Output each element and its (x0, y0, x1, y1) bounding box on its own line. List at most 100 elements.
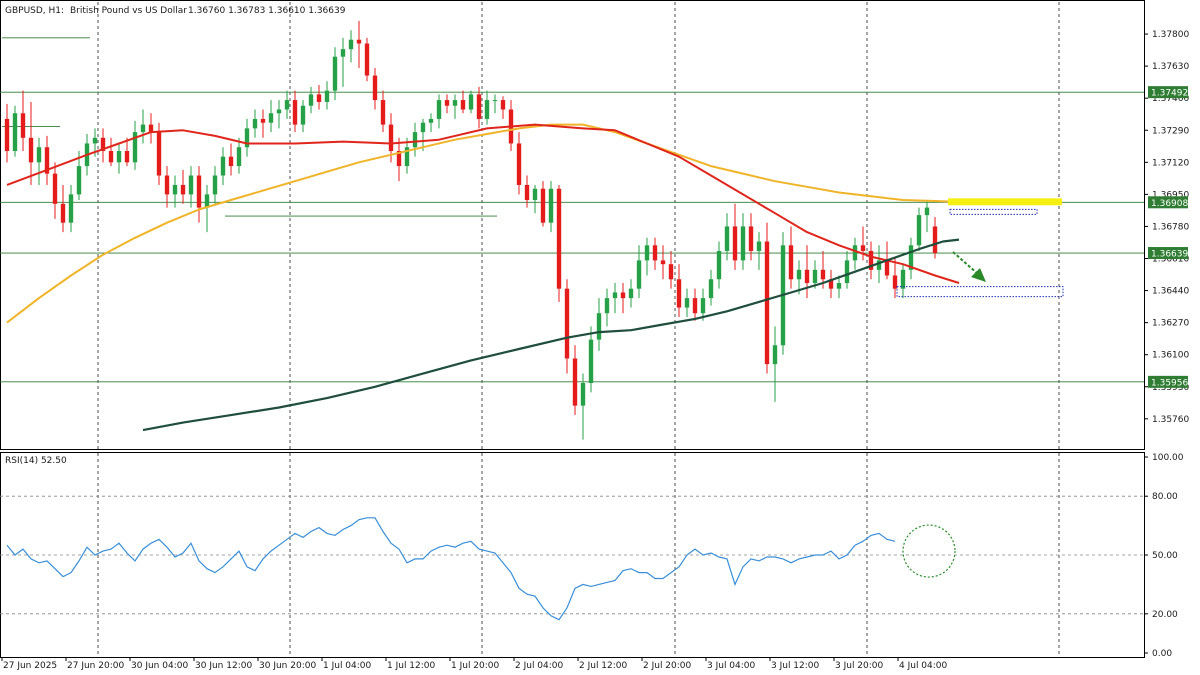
moving-averages (6, 123, 960, 432)
bull-candle (852, 245, 858, 261)
price-tick-label: 1.37630 (1152, 62, 1189, 72)
time-tick-label: 2 Jul 12:00 (579, 661, 628, 671)
rsi-tick-label: 0.00 (1152, 649, 1172, 659)
bull-candle (12, 113, 18, 151)
bull-candle (244, 128, 250, 148)
bull-candle (404, 147, 410, 167)
bull-candle (596, 313, 602, 340)
bear-candle (564, 288, 570, 359)
bear-candle (100, 137, 106, 151)
resistance-highlight (948, 198, 1062, 206)
bull-candle (220, 156, 226, 176)
bear-candle (892, 275, 898, 289)
axis-layer: 1.37800 1.37630 1.37460 1.37290 1.37120 1.369… (1, 30, 1189, 671)
bull-candle (900, 269, 906, 289)
bull-candle (268, 113, 274, 123)
bear-candle (652, 245, 658, 261)
price-tag-label: 1.36908 (1151, 199, 1188, 209)
rsi-tick-label: 80.00 (1152, 492, 1178, 502)
bull-candle (644, 245, 650, 261)
rsi-line (6, 517, 896, 621)
price-tag-box (1148, 375, 1188, 388)
bear-candle (884, 260, 890, 276)
bull-candle (332, 56, 338, 91)
bear-candle (108, 151, 114, 163)
bear-candle (196, 175, 202, 208)
bull-candle (772, 345, 778, 365)
bull-candle (132, 132, 138, 163)
bull-candle (740, 226, 746, 261)
rsi-tick-label: 50.00 (1152, 551, 1178, 561)
bull-candle (92, 137, 98, 144)
symbol-label: GBPUSD, H1: (5, 6, 64, 16)
bull-candle (604, 298, 610, 314)
time-tick-label: 2 Jul 20:00 (643, 661, 692, 671)
bearish-arrow-shaft (952, 251, 979, 275)
bull-candle (140, 124, 146, 133)
bull-candle (716, 250, 722, 280)
bull-candle (924, 207, 930, 216)
bear-candle (164, 175, 170, 195)
bear-candle (356, 39, 362, 44)
time-tick-label: 1 Jul 20:00 (451, 661, 500, 671)
bear-candle (676, 279, 682, 308)
bull-candle (412, 132, 418, 148)
bull-candle (628, 288, 634, 299)
price-tick-label: 1.35760 (1152, 415, 1189, 425)
bear-candle (380, 100, 386, 125)
price-tick-label: 1.36440 (1152, 287, 1189, 297)
bull-candle (756, 241, 762, 251)
price-tick-label: 1.37120 (1152, 158, 1189, 168)
bull-candle (212, 175, 218, 195)
bull-candle (172, 184, 178, 195)
bull-candle (300, 105, 306, 125)
bull-candle (588, 339, 594, 383)
bear-candle (516, 143, 522, 185)
price-tag-label: 1.37492 (1151, 89, 1188, 99)
bear-candle (4, 118, 10, 151)
bear-candle (316, 94, 322, 102)
bear-candle (764, 241, 770, 365)
price-tag-label: 1.36639 (1151, 250, 1188, 260)
bull-candle (484, 100, 490, 119)
time-tick-label: 30 Jun 20:00 (259, 661, 316, 671)
bearish-arrow-head (971, 268, 986, 282)
time-tick-label: 30 Jun 04:00 (131, 661, 188, 671)
bear-candle (660, 260, 666, 265)
bull-candle (908, 245, 914, 270)
bull-candle (36, 147, 42, 163)
bull-candle (324, 90, 330, 102)
time-tick-label: 30 Jun 12:00 (195, 661, 252, 671)
time-tick-label: 4 Jul 04:00 (899, 661, 948, 671)
bear-candle (124, 151, 130, 163)
bear-candle (364, 43, 370, 76)
bear-candle (820, 269, 826, 280)
price-panel-border (0, 0, 1145, 450)
bull-candle (340, 49, 346, 57)
bull-candle (636, 260, 642, 289)
bear-candle (292, 100, 298, 125)
bear-candle (460, 100, 466, 110)
bear-candle (28, 137, 34, 163)
time-tick-label: 3 Jul 12:00 (771, 661, 820, 671)
time-tick-label: 1 Jul 04:00 (323, 661, 372, 671)
bear-candle (668, 264, 674, 280)
bear-candle (180, 184, 186, 195)
bear-candle (692, 298, 698, 314)
bear-candle (572, 358, 578, 406)
bull-candle (436, 100, 442, 119)
bear-candle (556, 188, 562, 289)
bear-candle (732, 226, 738, 261)
bear-candle (932, 226, 938, 254)
rsi-layer (0, 495, 1144, 621)
symbol-description: British Pound vs US Dollar (70, 6, 187, 16)
bear-candle (476, 94, 482, 119)
bull-candle (916, 215, 922, 246)
bear-candle (260, 118, 266, 123)
moving-average-fast-red (6, 123, 960, 284)
bull-candle (284, 100, 290, 110)
annotations-layer (896, 198, 1064, 298)
bull-candle (580, 382, 586, 406)
time-tick-label: 27 Jun 2025 (3, 661, 57, 671)
bull-candle (708, 279, 714, 299)
